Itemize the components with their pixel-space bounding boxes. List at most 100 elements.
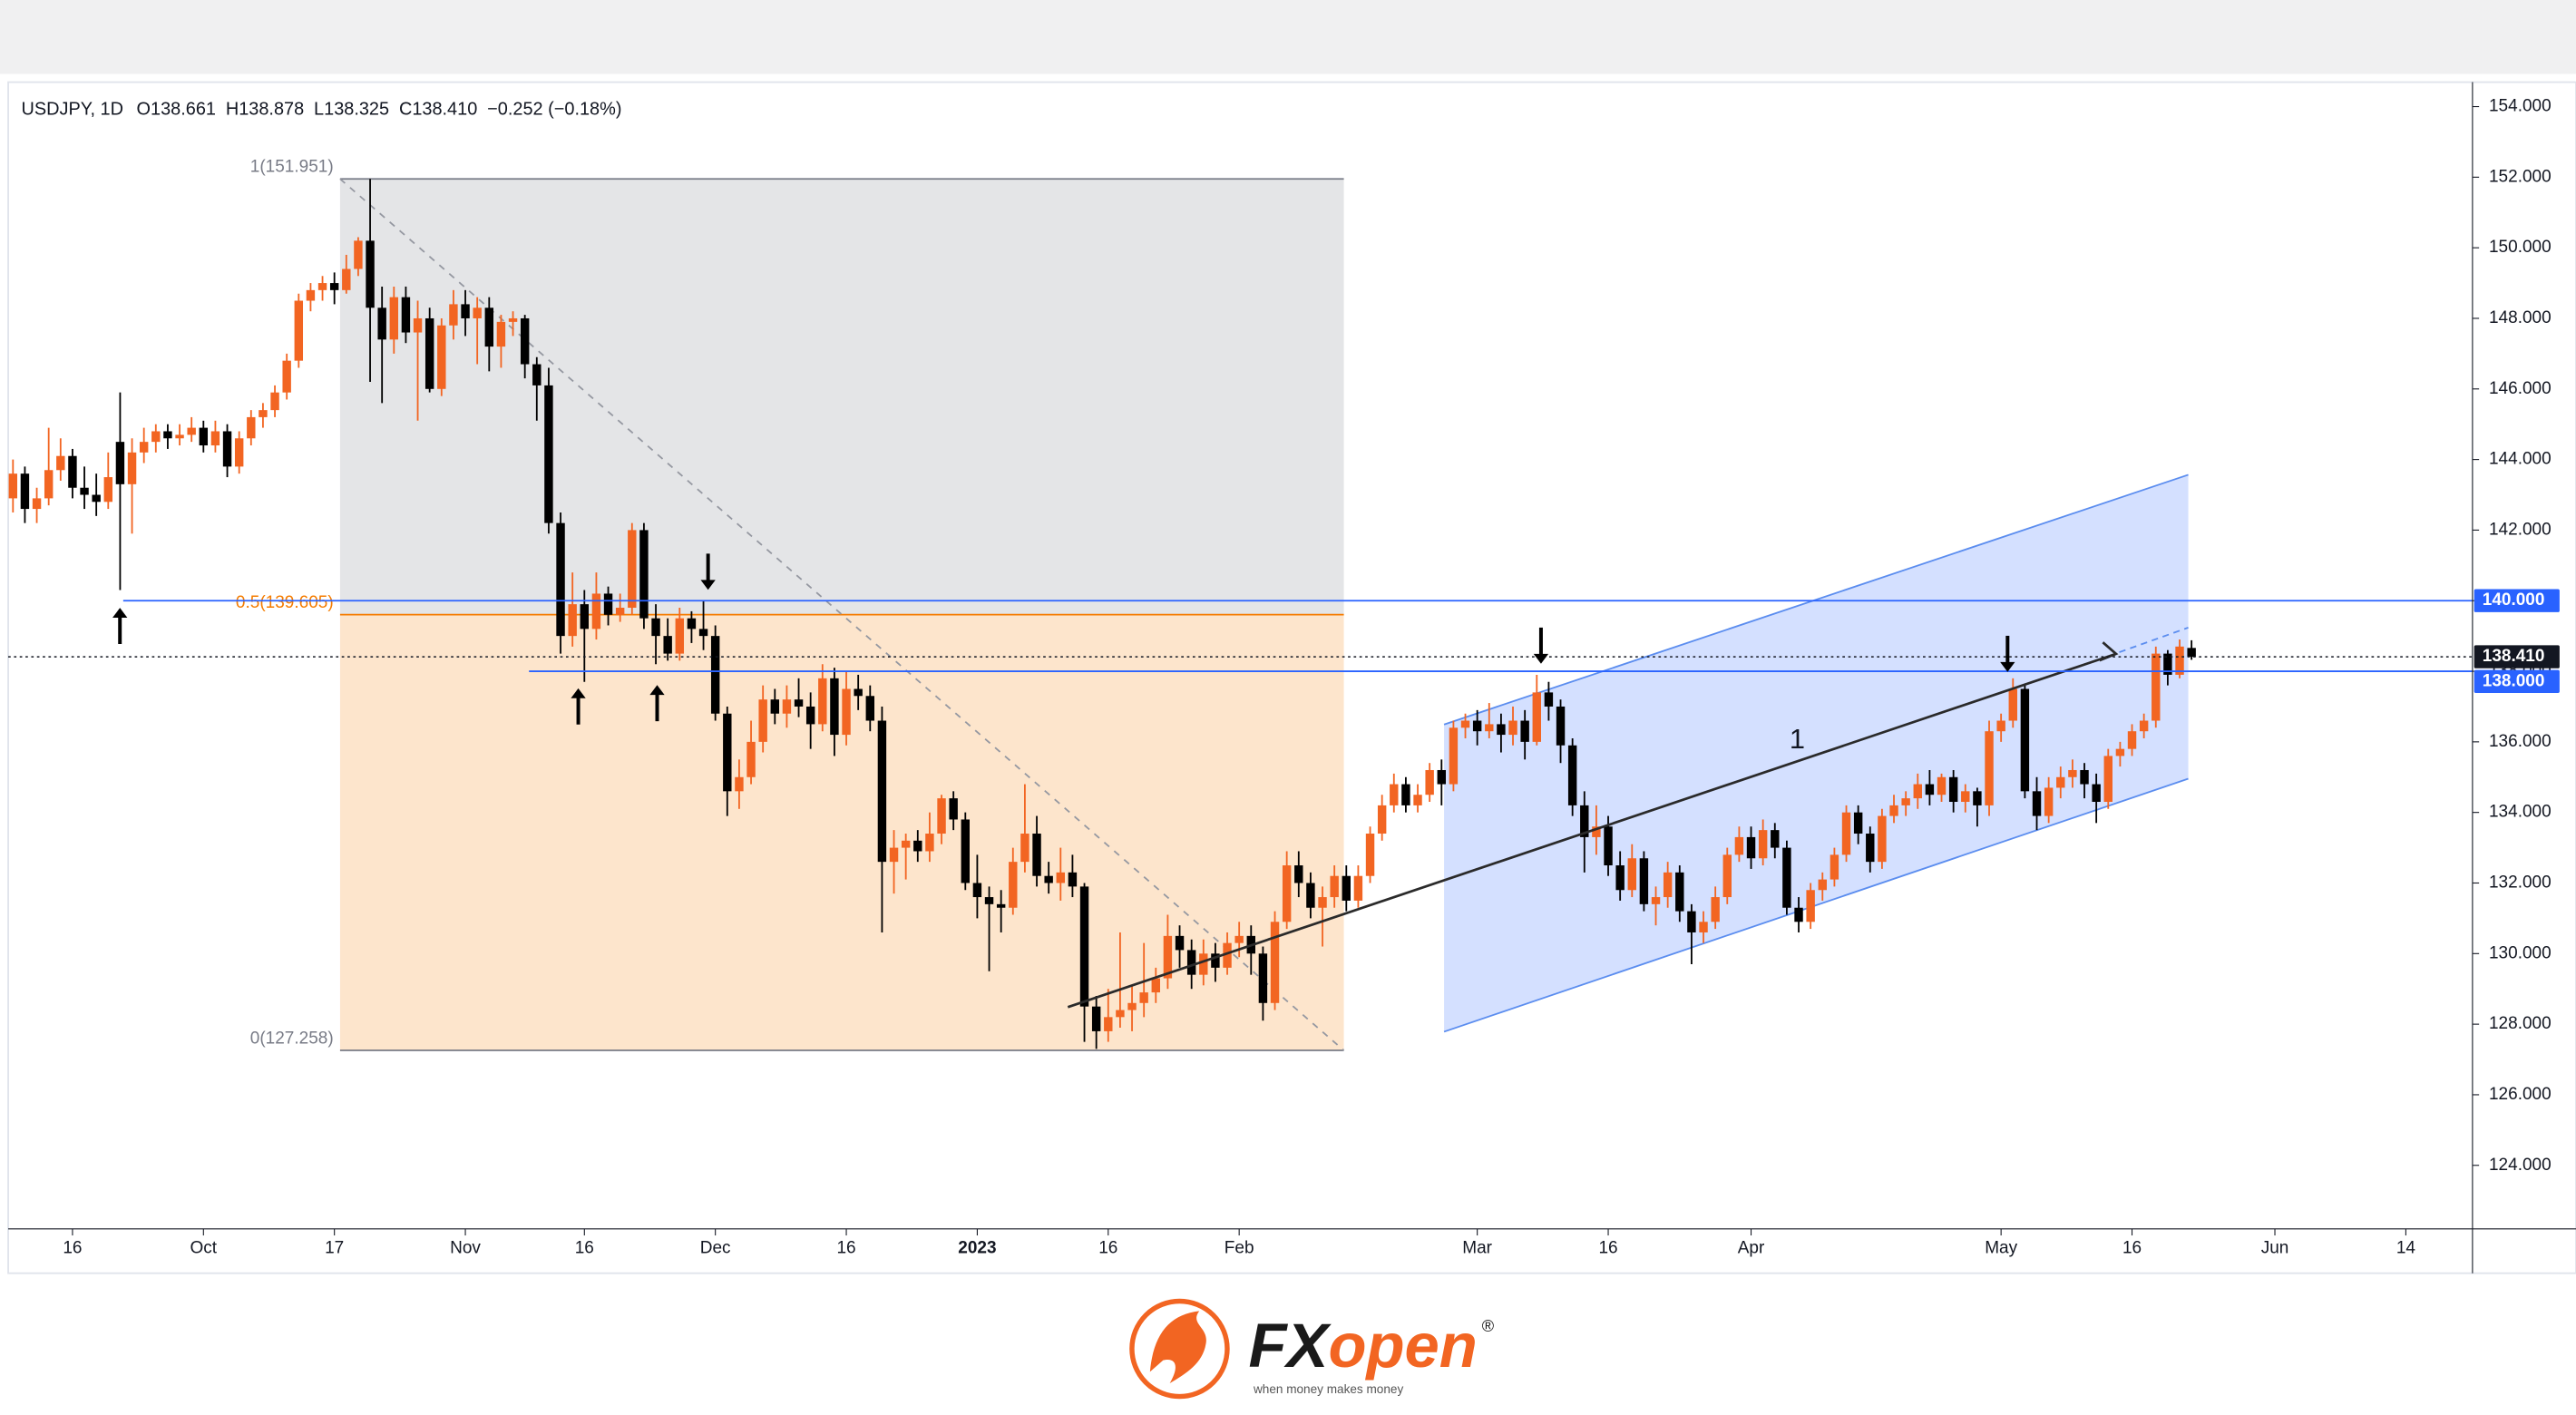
candle-body [1830,854,1839,880]
candle-body [746,741,756,777]
y-tick-label: 152.000 [2489,167,2552,186]
candle-body [770,699,780,714]
candle-body [80,487,89,495]
fib-diagonal [339,178,1345,1051]
candle-body [199,427,209,446]
candle-body [329,283,339,290]
candle-body [1282,865,1292,922]
candle-body [1175,935,1185,951]
candle-body [473,307,482,318]
candle-body [1497,724,1506,736]
y-tick-label: 124.000 [2489,1156,2552,1175]
y-tick-label: 130.000 [2489,943,2552,962]
candle-body [1079,886,1089,1007]
candle-body [830,678,839,736]
candle-body [139,442,149,453]
candle-body [723,713,732,792]
candle-body [1532,692,1541,742]
candle-body [1604,826,1613,866]
candle-body [163,431,172,439]
candle-body [317,283,327,290]
candle-body [1556,706,1566,746]
candle-body [1985,731,1994,805]
candle-body [580,604,590,629]
candle-body [1186,950,1196,975]
legend-open: O138.661 [137,100,216,120]
footer-logo: FXopen ® when money makes money [1129,1298,1495,1400]
candle-body [1687,911,1696,932]
candle-body [544,385,553,523]
candle-body [889,847,899,863]
candle-body [972,883,982,898]
candle-body [782,699,792,714]
candle-body [2056,776,2065,788]
candle-body [175,434,184,439]
candle-body [913,840,922,852]
trend-line [1067,652,2117,1009]
y-tick-label: 154.000 [2489,97,2552,116]
candle-body [354,240,363,269]
candle-body [1734,836,1744,855]
candles [8,179,2196,1049]
x-tick-label: 16 [836,1239,855,1258]
x-tick-label: 16 [1098,1239,1117,1258]
candle-body [1032,834,1041,876]
candle-body [1116,1010,1125,1018]
candle-body [663,636,672,654]
candle-body [949,798,958,820]
candle-body [1163,935,1173,979]
candle-body [2139,720,2149,732]
candle-body [210,431,220,446]
x-tick-label: Nov [450,1239,481,1258]
y-tick-label: 134.000 [2489,803,2552,822]
logo-ring [1129,1298,1230,1400]
fib-level-label: 0(127.258) [250,1029,334,1048]
candle-body [996,903,1006,908]
fib-level-label: 1(151.951) [250,158,334,177]
candle-body [234,438,244,467]
candle-body [1639,858,1649,904]
candle-body [68,455,77,488]
candle-body [8,473,18,499]
candle-body [259,410,268,417]
candle-body [651,618,660,637]
arrow-head [571,688,586,698]
chart-panel [7,81,2576,1274]
candle-body [698,629,708,637]
candle-body [1925,784,1935,795]
candle-body [2175,646,2184,675]
candle-body [1390,784,1399,805]
legend-close: C138.410 [399,100,477,120]
candle-body [1318,897,1327,908]
logo-tagline: when money makes money [1253,1382,1403,1396]
candle-body [389,297,399,340]
candle-body [115,442,125,484]
y-tick-label: 142.000 [2489,520,2552,539]
candle-body [222,431,232,467]
candle-body [1056,872,1065,883]
candle-body [294,300,304,361]
candle-body [306,289,316,301]
candle-body [854,688,863,697]
candle-body [1353,875,1363,901]
x-tick-label: Oct [190,1239,218,1258]
y-tick-label: 126.000 [2489,1085,2552,1104]
candle-body [1401,784,1410,805]
candle-body [1580,805,1589,837]
candle-body [1615,865,1625,891]
candle-body [1234,935,1244,943]
candle-body [877,720,887,863]
candle-body [92,494,101,503]
y-tick-label: 146.000 [2489,379,2552,398]
candle-body [424,317,434,389]
candle-body [1913,784,1922,799]
candle-body [366,240,375,308]
candle-body [127,452,137,484]
candle-body [2008,688,2017,721]
candle-body [1711,897,1720,922]
candle-body [758,699,767,742]
arrow-head [2000,661,2015,672]
arrow-head [649,685,665,696]
candle-body [2187,648,2196,658]
